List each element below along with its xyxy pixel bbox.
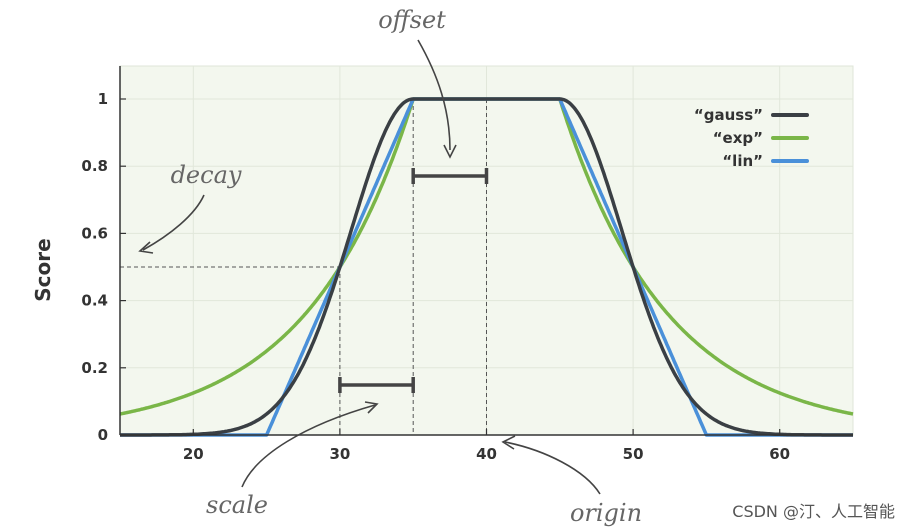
legend-label-lin: “lin” (722, 152, 763, 170)
scale-arrow (241, 404, 376, 488)
legend-label-gauss: “gauss” (694, 106, 763, 124)
axes (119, 66, 853, 436)
y-tick-label: 0.6 (81, 224, 108, 242)
series-line-gauss (119, 97, 854, 437)
x-tick-label: 30 (329, 445, 350, 463)
offset-annotation: offset (378, 6, 446, 34)
origin-annotation: origin (570, 499, 642, 527)
tick-labels: 20 30 40 50 60 0 0.2 0.4 0.6 0.8 1 (81, 90, 790, 463)
y-tick-label: 0 (98, 426, 108, 444)
watermark: CSDN @汀、人工智能 (732, 502, 895, 521)
origin-arrow (504, 441, 601, 495)
scale-arrow-head (364, 401, 379, 414)
y-tick-label: 1 (98, 90, 108, 108)
decay-annotation: decay (171, 161, 242, 189)
decay-arrow-head (138, 241, 154, 254)
y-tick-label: 0.8 (81, 157, 108, 175)
scale-annotation: scale (206, 491, 268, 519)
y-axis-label: Score (31, 238, 55, 301)
offset-arrow-head (443, 144, 457, 159)
decay-arrow (142, 194, 205, 251)
x-tick-label: 20 (183, 445, 204, 463)
guide-lines (120, 99, 489, 435)
annotations: offset decay scale origin (138, 6, 642, 527)
y-tick-label: 0.2 (81, 359, 108, 377)
x-tick-label: 50 (623, 445, 644, 463)
x-tick-label: 60 (769, 445, 790, 463)
legend: “gauss” “exp” “lin” (694, 106, 809, 170)
offset-arrow (417, 39, 451, 151)
x-tick-label: 40 (476, 445, 497, 463)
legend-label-exp: “exp” (713, 129, 763, 147)
y-tick-label: 0.4 (81, 292, 108, 310)
origin-arrow-head (501, 435, 516, 450)
